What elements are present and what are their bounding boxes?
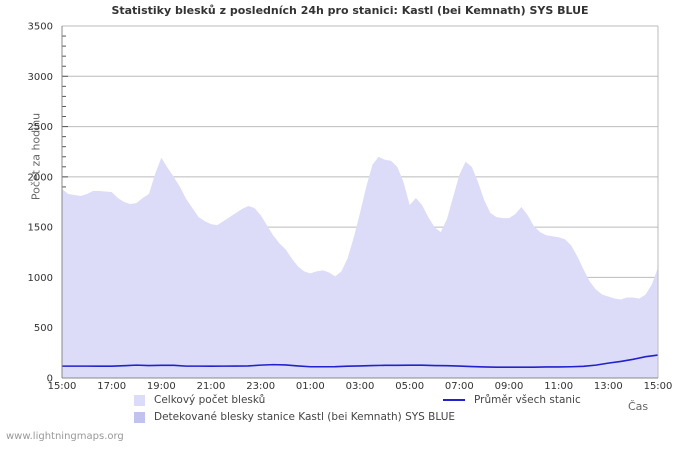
x-tick-label: 01:00 [295, 381, 325, 392]
page-title: Statistiky blesků z posledních 24h pro s… [111, 4, 589, 17]
x-axis-label: Čas [628, 400, 649, 413]
svg-text:0: 0 [47, 374, 53, 385]
x-tick-label: 07:00 [444, 381, 474, 392]
legend-item-average: Průměr všech stanic [443, 392, 581, 408]
legend-item-station: Detekované blesky stanice Kastl (bei Kem… [134, 409, 455, 425]
x-tick-label: 15:00 [643, 381, 673, 392]
svg-text:3000: 3000 [28, 72, 53, 83]
x-tick-label: 15:00 [47, 381, 77, 392]
x-tick-label: 21:00 [196, 381, 226, 392]
legend-label-average: Průměr všech stanic [474, 394, 581, 406]
area-series-group [62, 156, 658, 378]
legend-swatch-total-icon [134, 394, 145, 406]
svg-text:3500: 3500 [28, 22, 53, 33]
svg-text:2500: 2500 [28, 122, 53, 133]
x-tick-label: 05:00 [395, 381, 425, 392]
x-tick-label: 17:00 [97, 381, 127, 392]
plot-frame [61, 25, 659, 379]
chart-legend: Celkový počet blesků Detekované blesky s… [0, 392, 700, 432]
svg-text:500: 500 [34, 323, 53, 334]
x-tick-label: 23:00 [246, 381, 276, 392]
legend-swatch-station-icon [134, 411, 145, 423]
svg-text:2000: 2000 [28, 172, 53, 183]
line-series-group [62, 354, 659, 368]
watermark-text: www.lightningmaps.org [6, 431, 124, 442]
svg-text:1000: 1000 [28, 273, 53, 284]
legend-label-station: Detekované blesky stanice Kastl (bei Kem… [154, 411, 456, 423]
x-tick-label: 03:00 [345, 381, 375, 392]
x-tick-label: 13:00 [593, 381, 623, 392]
plot-area: 0 500 1000 1500 2000 2500 3000 3500 [28, 22, 659, 385]
legend-line-average-icon [443, 399, 465, 401]
x-tick-label: 11:00 [544, 381, 574, 392]
legend-item-total: Celkový počet blesků [134, 392, 265, 408]
legend-label-total: Celkový počet blesků [154, 394, 266, 406]
x-tick-label: 19:00 [146, 381, 176, 392]
svg-text:1500: 1500 [28, 223, 53, 234]
x-tick-label: 09:00 [494, 381, 524, 392]
y-axis-tick-labels: 0 500 1000 1500 2000 2500 3000 3500 [28, 22, 53, 385]
